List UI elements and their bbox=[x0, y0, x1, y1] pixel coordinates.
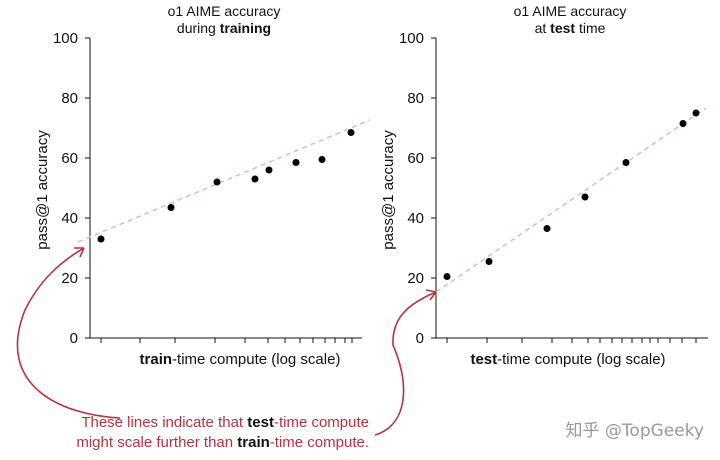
y-tick-label: 60 bbox=[407, 150, 424, 167]
arrow-head-right bbox=[425, 289, 437, 301]
y-tick-label: 0 bbox=[70, 330, 78, 347]
data-point bbox=[581, 193, 589, 201]
y-axis-label: pass@1 accuracy bbox=[34, 130, 51, 250]
y-tick-label: 40 bbox=[407, 210, 424, 227]
y-axis-label: pass@1 accuracy bbox=[380, 130, 397, 250]
y-tick-label: 0 bbox=[416, 330, 424, 347]
y-tick-label: 100 bbox=[53, 30, 78, 47]
data-point bbox=[622, 159, 630, 166]
chart-title-line2: during training bbox=[177, 20, 271, 36]
y-ticks: 0 20 40 60 80 100 bbox=[53, 30, 90, 347]
data-point bbox=[97, 235, 105, 243]
watermark: 知乎 @TopGeeky bbox=[566, 421, 704, 441]
y-tick-label: 80 bbox=[407, 90, 424, 107]
y-tick-label: 100 bbox=[399, 30, 424, 47]
chart-title-line1: o1 AIME accuracy bbox=[514, 3, 627, 19]
axes bbox=[89, 38, 362, 339]
data-point bbox=[265, 166, 273, 174]
data-points bbox=[97, 129, 355, 243]
data-point bbox=[543, 225, 551, 232]
chart-training: o1 AIME accuracy during training pass@1 … bbox=[34, 3, 371, 368]
annotation-line2: might scale further than train-time comp… bbox=[76, 434, 369, 451]
data-point bbox=[679, 120, 687, 127]
data-point bbox=[251, 175, 259, 183]
data-point bbox=[167, 204, 175, 211]
trend-line bbox=[435, 107, 707, 293]
axes bbox=[435, 38, 708, 339]
data-point bbox=[443, 273, 451, 280]
x-ticks bbox=[100, 338, 353, 343]
data-point bbox=[485, 258, 493, 265]
annotation-arrow-left bbox=[16, 247, 121, 419]
x-ticks bbox=[446, 338, 697, 343]
y-tick-label: 80 bbox=[61, 90, 78, 107]
data-point bbox=[213, 178, 221, 186]
y-ticks: 0 20 40 60 80 100 bbox=[399, 30, 436, 347]
data-point bbox=[692, 109, 700, 117]
trend-line bbox=[77, 119, 371, 243]
data-points bbox=[443, 109, 700, 280]
y-tick-label: 20 bbox=[61, 270, 78, 287]
chart-test: o1 AIME accuracy at test time pass@1 acc… bbox=[380, 3, 708, 368]
y-tick-label: 40 bbox=[61, 210, 78, 227]
annotation-arrow-right bbox=[374, 291, 437, 436]
data-point bbox=[318, 156, 326, 163]
chart-title-line1: o1 AIME accuracy bbox=[168, 3, 281, 19]
x-axis-label: train-time compute (log scale) bbox=[140, 351, 341, 368]
y-tick-label: 60 bbox=[61, 150, 78, 167]
data-point bbox=[347, 129, 355, 136]
y-tick-label: 20 bbox=[407, 270, 424, 287]
chart-title-line2: at test time bbox=[535, 20, 606, 36]
annotation-line1: These lines indicate that test-time comp… bbox=[81, 414, 369, 431]
data-point bbox=[292, 159, 300, 166]
arrow-head-left bbox=[74, 247, 85, 258]
x-axis-label: test-time compute (log scale) bbox=[470, 351, 665, 368]
